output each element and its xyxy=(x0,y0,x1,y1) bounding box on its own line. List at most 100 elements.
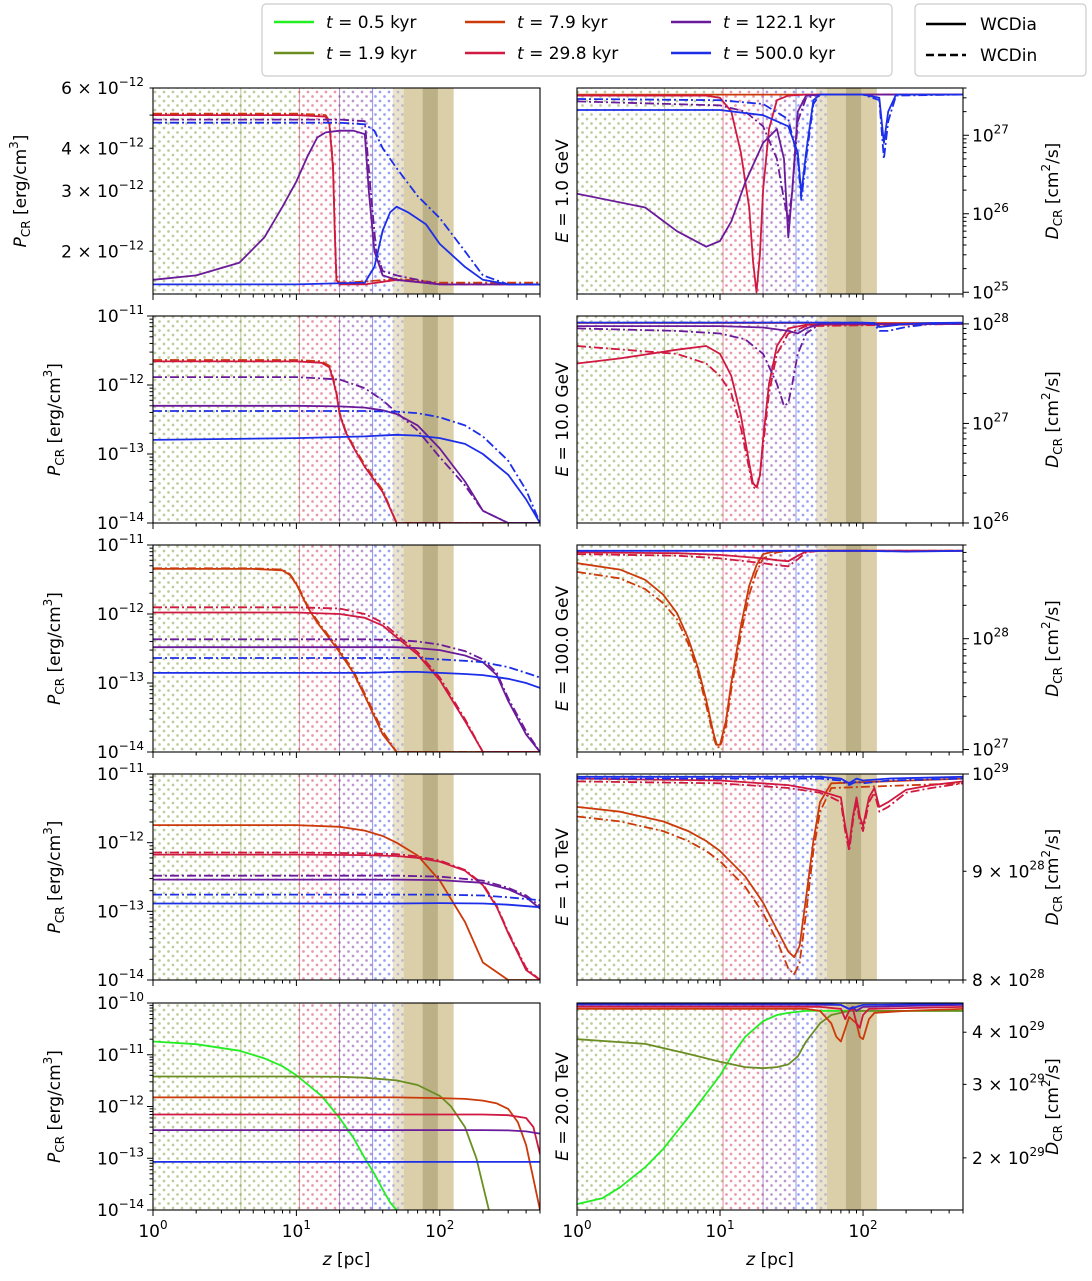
energy-label: E = 1.0 GeV xyxy=(553,139,573,243)
energy-label: E = 100.0 GeV xyxy=(553,586,573,712)
dotted-region xyxy=(796,545,817,752)
series-line-t29.8-dashdot xyxy=(153,606,540,752)
y-tick-label: 4 × 10−12 xyxy=(61,135,144,159)
plot-area xyxy=(577,545,963,752)
series-line-t500.0-solid xyxy=(153,902,540,909)
y-axis-label-pcr: PCR [erg/cm3] xyxy=(41,363,67,476)
x-axis xyxy=(576,980,964,986)
y-axis-label-pcr: PCR [erg/cm3] xyxy=(7,135,33,248)
shaded-band xyxy=(816,774,828,980)
y-axis: 1029 9 × 1028 8 × 1028 xyxy=(963,761,1045,991)
legend-times-box xyxy=(261,3,893,77)
series-line-t29.8-solid xyxy=(153,360,540,523)
legend-label-t7.9: t = 7.9 kyr xyxy=(517,13,607,33)
y-axis-label-dcr: DCR [cm2/s] xyxy=(1039,143,1065,240)
y-tick-label: 10−11 xyxy=(97,761,144,785)
y-tick-label: 1027 xyxy=(972,410,1009,434)
series-line-t7.9-solid xyxy=(153,568,540,752)
legend-label-t29.8: t = 29.8 kyr xyxy=(517,44,618,64)
series-line-t7.9-dashdot xyxy=(577,782,963,976)
series-line-t500.0-solid xyxy=(577,1003,963,1010)
series-line-t500.0-solid xyxy=(577,321,963,328)
y-tick-label: 10−12 xyxy=(97,601,144,625)
y-axis: 10−11 10−12 10−13 10−14 xyxy=(97,761,153,991)
dotted-region xyxy=(339,88,373,294)
y-tick-label: 10−13 xyxy=(97,1145,144,1169)
y-axis: 6 × 10−12 4 × 10−12 3 × 10−12 2 × 10−12 xyxy=(61,75,153,262)
series-line-t122.1-solid xyxy=(153,129,540,286)
series-line-t29.8-solid xyxy=(577,93,963,294)
shaded-band-core xyxy=(422,88,438,294)
dotted-region xyxy=(339,774,373,980)
axes-frame xyxy=(576,315,964,524)
plot-area xyxy=(153,545,540,752)
plot-area xyxy=(577,316,963,523)
axes-frame xyxy=(576,773,964,981)
dotted-region xyxy=(577,316,724,523)
y-tick-label: 4 × 1029 xyxy=(972,1019,1045,1043)
shaded-band xyxy=(816,1003,828,1210)
series-line-t500.0-solid xyxy=(577,93,963,195)
series-line-t122.1-solid xyxy=(153,1129,540,1135)
panel-left-row0: 6 × 10−12 4 × 10−12 3 × 10−12 2 × 10−12 PCR … xyxy=(7,75,541,300)
plot-area xyxy=(153,774,540,980)
series-line-t122.1-dashdot xyxy=(153,874,540,907)
y-tick-label: 10−14 xyxy=(97,739,144,763)
plot-area xyxy=(577,1003,963,1210)
series-line-t500.0-dashdot xyxy=(153,893,540,902)
x-axis: 100 101 102 z [pc] xyxy=(138,1210,541,1270)
series-line-t500.0-solid xyxy=(153,205,540,286)
y-tick-label: 10−11 xyxy=(97,532,144,556)
plot-area xyxy=(577,88,963,294)
dotted-region xyxy=(299,1003,340,1210)
shaded-band-core xyxy=(845,1003,862,1210)
dotted-region xyxy=(153,1003,300,1210)
legend-style-label: WCDia xyxy=(980,15,1037,35)
series-line-t29.8-dashdot xyxy=(577,323,963,490)
series-line-t0.5-solid xyxy=(577,1010,963,1205)
energy-label: E = 10.0 GeV xyxy=(553,362,573,477)
dotted-region xyxy=(299,316,340,523)
x-axis: 100 101 102 z [pc] xyxy=(562,1210,964,1270)
shaded-band-core xyxy=(422,316,438,523)
x-tick-label: 101 xyxy=(705,1218,734,1242)
dotted-region xyxy=(372,774,393,980)
series-line-t7.9-solid xyxy=(577,777,963,959)
dotted-region xyxy=(339,1003,373,1210)
x-axis xyxy=(576,752,964,758)
shaded-band-core xyxy=(845,316,862,523)
y-axis-label-pcr: PCR [erg/cm3] xyxy=(41,592,67,705)
series-line-t7.9-solid xyxy=(577,549,963,746)
dotted-region xyxy=(153,316,300,523)
series-line-t500.0-solid xyxy=(577,549,963,553)
series-line-t29.8-solid xyxy=(577,777,963,847)
shaded-band xyxy=(816,545,828,752)
series-line-t122.1-dashdot xyxy=(577,322,963,407)
y-tick-label: 1027 xyxy=(972,122,1009,146)
shaded-band xyxy=(816,316,828,523)
dotted-region xyxy=(299,545,340,752)
dotted-region xyxy=(577,774,724,980)
axes-frame xyxy=(152,315,541,524)
y-tick-label: 1027 xyxy=(972,737,1009,761)
dotted-region xyxy=(723,1003,764,1210)
y-axis-label-dcr: DCR [cm2/s] xyxy=(1039,1058,1065,1155)
x-axis xyxy=(152,294,541,300)
x-axis-label: z [pc] xyxy=(322,1250,371,1270)
dotted-region xyxy=(763,1003,797,1210)
shaded-band-core xyxy=(845,774,862,980)
series-line-t7.9-solid xyxy=(577,1008,963,1043)
series-line-t500.0-solid xyxy=(153,671,540,689)
shaded-band xyxy=(392,774,404,980)
series-line-t122.1-solid xyxy=(153,646,540,752)
y-axis: 10−10 10−11 10−12 10−13 10−14 xyxy=(97,990,153,1221)
y-tick-label: 6 × 10−12 xyxy=(61,75,144,99)
series-line-t500.0-dashdot xyxy=(153,121,540,286)
legend-label-t0.5: t = 0.5 kyr xyxy=(326,13,416,33)
y-axis-label-dcr: DCR [cm2/s] xyxy=(1039,600,1065,697)
dotted-region xyxy=(723,774,764,980)
axes-frame xyxy=(576,544,964,753)
series-line-t122.1-solid xyxy=(153,404,540,523)
y-tick-label: 8 × 1028 xyxy=(972,967,1045,991)
